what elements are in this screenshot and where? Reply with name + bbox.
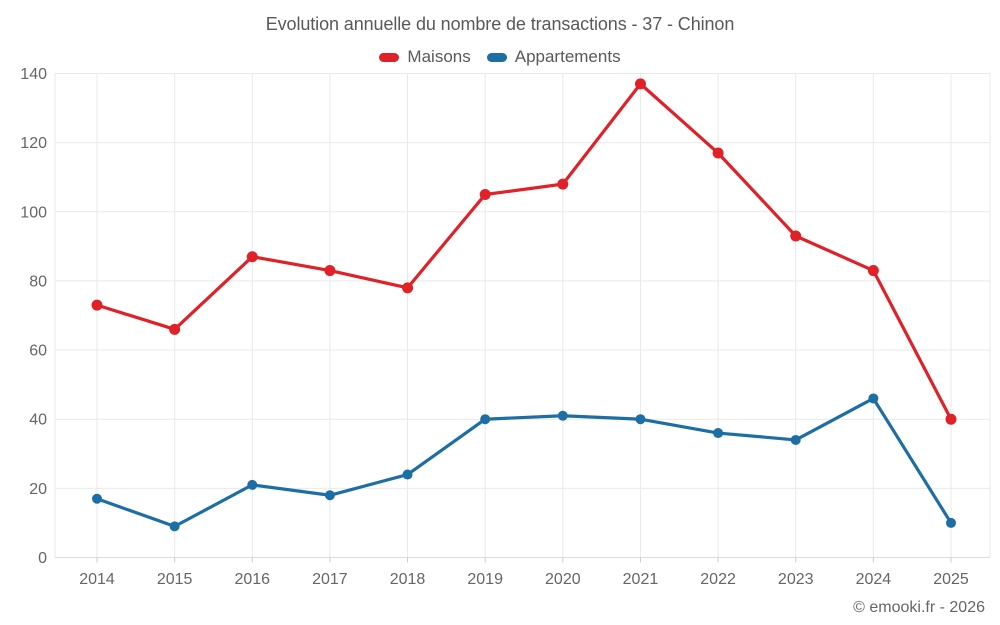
- x-axis-label: 2025: [933, 571, 969, 588]
- y-axis-label: 40: [29, 412, 47, 429]
- data-point-maisons-2023: [790, 230, 802, 242]
- legend-item-maisons[interactable]: Maisons: [379, 47, 471, 67]
- data-point-appartements-2025: [946, 517, 956, 528]
- data-point-appartements-2017: [324, 490, 335, 501]
- data-point-maisons-2018: [402, 282, 414, 294]
- x-axis-label: 2015: [157, 571, 193, 588]
- data-point-appartements-2020: [557, 410, 568, 421]
- x-axis-label: 2020: [545, 571, 581, 588]
- data-point-maisons-2021: [634, 78, 646, 90]
- x-axis-label: 2022: [700, 571, 736, 588]
- data-point-maisons-2020: [557, 178, 569, 190]
- legend-swatch-icon: [379, 52, 400, 62]
- data-point-appartements-2015: [169, 521, 180, 532]
- x-axis-label: 2017: [312, 571, 348, 588]
- data-point-maisons-2024: [867, 265, 879, 277]
- data-point-appartements-2022: [713, 428, 724, 439]
- data-point-appartements-2018: [402, 469, 413, 480]
- data-point-maisons-2014: [91, 299, 103, 311]
- data-point-appartements-2021: [635, 414, 646, 425]
- legend-label: Maisons: [407, 47, 471, 66]
- x-axis-label: 2023: [778, 571, 814, 588]
- data-point-maisons-2022: [712, 147, 724, 159]
- x-axis-label: 2021: [623, 571, 659, 588]
- legend-item-appartements[interactable]: Appartements: [486, 47, 621, 67]
- y-axis-label: 80: [29, 273, 47, 290]
- data-point-maisons-2025: [945, 413, 957, 425]
- x-axis-label: 2024: [856, 571, 892, 588]
- copyright-credit: © emooki.fr - 2026: [853, 599, 985, 616]
- data-point-appartements-2019: [480, 414, 491, 425]
- x-axis-label: 2018: [390, 571, 426, 588]
- x-axis-label: 2016: [234, 571, 270, 588]
- y-axis-label: 0: [38, 550, 47, 567]
- data-point-appartements-2024: [868, 393, 879, 404]
- legend-label: Appartements: [514, 47, 621, 66]
- data-point-appartements-2014: [92, 493, 102, 504]
- data-point-maisons-2019: [479, 189, 491, 200]
- y-axis-label: 100: [20, 204, 47, 221]
- data-point-maisons-2017: [324, 265, 336, 277]
- data-point-appartements-2023: [790, 434, 801, 445]
- y-axis-label: 120: [20, 135, 47, 152]
- chart-title: Evolution annuelle du nombre de transact…: [265, 14, 735, 34]
- data-point-maisons-2015: [169, 323, 181, 335]
- series-line-maisons: [95, 82, 953, 421]
- legend-swatch-icon: [486, 52, 507, 62]
- data-point-maisons-2016: [246, 251, 258, 263]
- y-axis-label: 20: [29, 481, 47, 498]
- y-axis-label: 60: [29, 343, 47, 360]
- x-axis-label: 2019: [467, 571, 503, 588]
- chart-legend: Maisons Appartements: [0, 46, 1000, 68]
- y-axis-label: 140: [20, 66, 47, 83]
- x-axis-label: 2014: [79, 571, 115, 588]
- data-point-appartements-2016: [247, 479, 258, 490]
- series-line-appartements: [95, 396, 953, 528]
